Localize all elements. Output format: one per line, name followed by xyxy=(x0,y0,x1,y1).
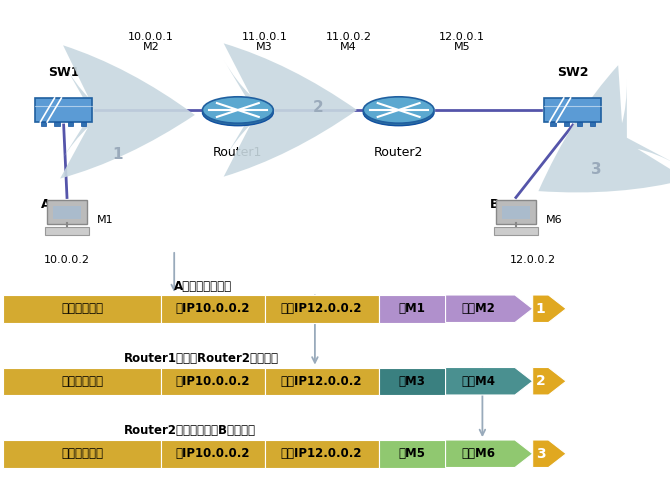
FancyBboxPatch shape xyxy=(35,98,92,122)
FancyBboxPatch shape xyxy=(46,227,88,235)
Text: SW1: SW1 xyxy=(48,66,80,78)
Ellipse shape xyxy=(202,97,273,123)
Text: 12.0.0.2: 12.0.0.2 xyxy=(510,255,555,265)
Polygon shape xyxy=(533,368,566,395)
Text: 10.0.0.2: 10.0.0.2 xyxy=(44,255,90,265)
FancyBboxPatch shape xyxy=(47,200,87,224)
Text: M3: M3 xyxy=(257,42,273,52)
Bar xyxy=(68,122,73,126)
Text: 源IP10.0.0.2: 源IP10.0.0.2 xyxy=(176,375,250,388)
Text: 目标M6: 目标M6 xyxy=(462,447,496,460)
Text: 源M1: 源M1 xyxy=(399,302,425,316)
Bar xyxy=(379,368,446,395)
Text: 源IP10.0.0.2: 源IP10.0.0.2 xyxy=(176,302,250,316)
Bar xyxy=(265,440,379,468)
Bar xyxy=(3,368,161,395)
Polygon shape xyxy=(446,368,533,395)
FancyBboxPatch shape xyxy=(502,206,530,218)
Text: M5: M5 xyxy=(454,42,470,52)
FancyArrowPatch shape xyxy=(539,65,670,192)
Text: 目标IP12.0.0.2: 目标IP12.0.0.2 xyxy=(281,375,362,388)
Text: 3: 3 xyxy=(536,447,545,461)
Text: B: B xyxy=(490,198,499,211)
Bar xyxy=(265,368,379,395)
Text: 数据段或消息: 数据段或消息 xyxy=(61,302,103,316)
Bar xyxy=(577,122,582,126)
Bar xyxy=(161,295,265,322)
Text: M1: M1 xyxy=(97,215,114,225)
Text: 11.0.0.1: 11.0.0.1 xyxy=(242,32,287,42)
Text: A: A xyxy=(41,198,50,211)
Bar xyxy=(54,122,60,126)
Bar xyxy=(265,295,379,322)
Text: M2: M2 xyxy=(142,42,159,52)
Text: 12.0.0.1: 12.0.0.1 xyxy=(440,32,485,42)
FancyBboxPatch shape xyxy=(53,206,81,218)
Text: 源M3: 源M3 xyxy=(399,375,425,388)
FancyBboxPatch shape xyxy=(544,98,601,122)
Text: 10.0.0.1: 10.0.0.1 xyxy=(128,32,174,42)
Polygon shape xyxy=(533,440,566,468)
FancyArrowPatch shape xyxy=(224,44,357,176)
Polygon shape xyxy=(446,295,533,322)
Text: 目标M4: 目标M4 xyxy=(462,375,496,388)
Text: Router2: Router2 xyxy=(374,146,423,159)
Text: 数据段或消息: 数据段或消息 xyxy=(61,375,103,388)
Text: M6: M6 xyxy=(546,215,563,225)
Text: 1: 1 xyxy=(112,148,123,162)
Bar xyxy=(563,122,569,126)
Text: 源IP10.0.0.2: 源IP10.0.0.2 xyxy=(176,447,250,460)
Bar xyxy=(379,295,446,322)
Text: 2: 2 xyxy=(313,100,324,115)
Ellipse shape xyxy=(363,100,434,126)
Bar xyxy=(3,295,161,322)
Text: 目标M2: 目标M2 xyxy=(462,302,495,316)
Bar xyxy=(379,440,446,468)
Text: SW2: SW2 xyxy=(557,66,589,78)
Text: 源M5: 源M5 xyxy=(399,447,425,460)
Bar xyxy=(550,122,555,126)
Text: 2: 2 xyxy=(536,374,545,388)
Bar xyxy=(41,122,46,126)
Text: 3: 3 xyxy=(591,162,602,178)
Polygon shape xyxy=(533,295,566,322)
Bar xyxy=(161,440,265,468)
Ellipse shape xyxy=(202,100,273,126)
Text: Router1: Router1 xyxy=(213,146,263,159)
Text: 11.0.0.2: 11.0.0.2 xyxy=(326,32,371,42)
Text: A到发出的数据帧: A到发出的数据帧 xyxy=(174,280,232,292)
Text: Router2发送到计算机B的数据帧: Router2发送到计算机B的数据帧 xyxy=(124,424,256,438)
Text: 目标IP12.0.0.2: 目标IP12.0.0.2 xyxy=(281,302,362,316)
FancyArrowPatch shape xyxy=(60,46,195,178)
Ellipse shape xyxy=(363,97,434,123)
Text: Router1转发到Router2的数据帧: Router1转发到Router2的数据帧 xyxy=(124,352,279,365)
Text: 数据段或消息: 数据段或消息 xyxy=(61,447,103,460)
Polygon shape xyxy=(446,440,533,468)
Text: 1: 1 xyxy=(536,302,545,316)
Bar xyxy=(3,440,161,468)
FancyBboxPatch shape xyxy=(496,200,536,224)
FancyBboxPatch shape xyxy=(494,227,537,235)
Bar xyxy=(161,368,265,395)
Bar xyxy=(590,122,596,126)
Text: M4: M4 xyxy=(340,42,357,52)
Text: 目标IP12.0.0.2: 目标IP12.0.0.2 xyxy=(281,447,362,460)
Bar xyxy=(81,122,86,126)
